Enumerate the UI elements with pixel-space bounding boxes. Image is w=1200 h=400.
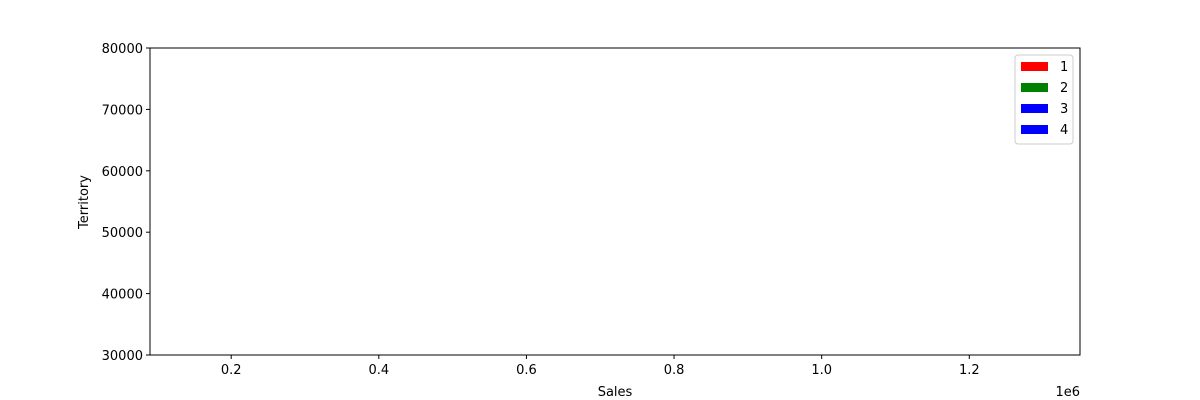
axes-frame bbox=[149, 47, 1081, 356]
y-axis-label: Territory bbox=[77, 175, 92, 230]
x-axis-label: Sales bbox=[598, 385, 633, 400]
y-tick-label: 80000 bbox=[102, 42, 143, 57]
y-tick-label: 40000 bbox=[102, 288, 143, 303]
legend-label: 4 bbox=[1060, 123, 1068, 138]
y-tick-label: 70000 bbox=[102, 103, 143, 118]
legend-swatch bbox=[1021, 125, 1048, 134]
legend-swatch bbox=[1021, 62, 1048, 71]
x-tick-label: 0.8 bbox=[664, 363, 685, 378]
y-axis-ticks: 30000 40000 50000 60000 70000 80000 bbox=[102, 42, 150, 364]
legend-label: 1 bbox=[1060, 60, 1068, 75]
legend-swatch bbox=[1021, 104, 1048, 113]
x-axis-ticks: 0.2 0.4 0.6 0.8 1.0 1.2 bbox=[221, 355, 980, 378]
x-tick-label: 1.2 bbox=[959, 363, 980, 378]
x-tick-label: 0.4 bbox=[368, 363, 389, 378]
legend-label: 3 bbox=[1060, 102, 1068, 117]
x-tick-label: 1.0 bbox=[811, 363, 832, 378]
legend-swatch bbox=[1021, 83, 1048, 92]
y-tick-label: 30000 bbox=[102, 349, 143, 364]
x-tick-label: 0.6 bbox=[516, 363, 537, 378]
legend: 1 2 3 4 bbox=[1014, 54, 1074, 145]
x-axis-offset-label: 1e6 bbox=[1055, 385, 1080, 400]
x-tick-label: 0.2 bbox=[221, 363, 242, 378]
legend-box bbox=[1014, 54, 1074, 145]
y-tick-label: 60000 bbox=[102, 165, 143, 180]
legend-label: 2 bbox=[1060, 81, 1068, 96]
y-tick-label: 50000 bbox=[102, 226, 143, 241]
